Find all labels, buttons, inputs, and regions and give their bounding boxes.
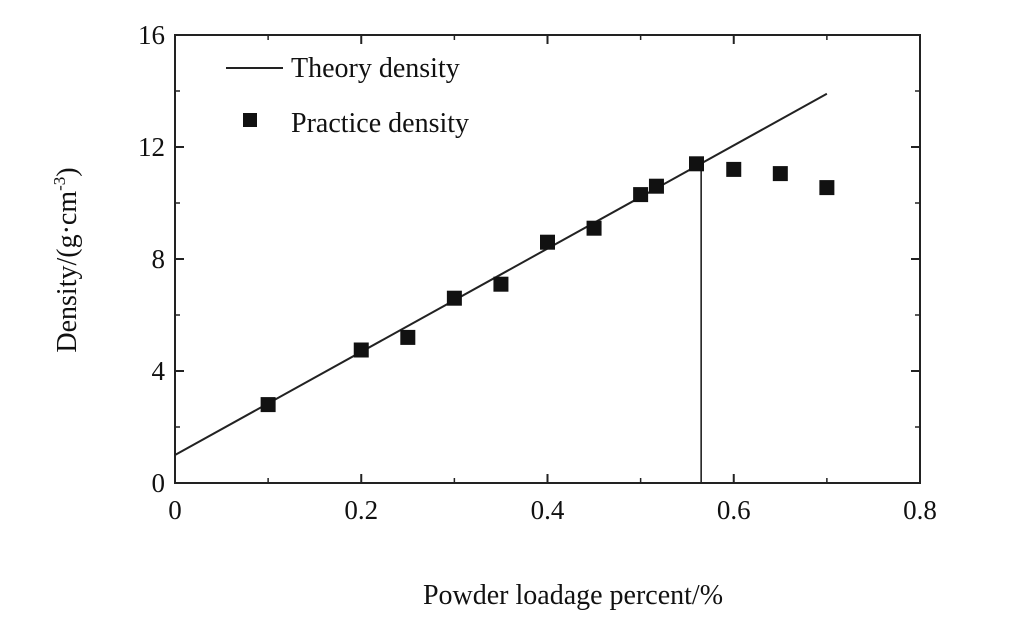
y-tick-label: 16 [138, 20, 165, 50]
y-axis-label-main: Density/(g·cm [52, 191, 83, 353]
practice-density-point [260, 397, 276, 413]
y-axis-label: Density/(g·cm-3) [50, 167, 83, 352]
x-tick-label: 0 [168, 495, 182, 525]
y-tick-label: 0 [152, 468, 166, 498]
legend-label-practice: Practice density [291, 108, 469, 139]
practice-density-point [689, 156, 704, 172]
practice-density-point [633, 187, 649, 203]
practice-density-point [819, 180, 835, 196]
x-tick-label: 0.8 [903, 495, 937, 525]
y-axis-label-close: ) [52, 167, 83, 176]
y-tick-label: 8 [152, 244, 166, 274]
plot-frame [174, 34, 921, 484]
x-tick-label: 0.2 [344, 495, 378, 525]
practice-density-point [772, 166, 788, 182]
practice-density-point [648, 178, 664, 194]
tick-labels: 0 0.2 0.4 0.6 0.8 0 4 8 12 16 [138, 20, 937, 525]
y-axis-label-sup: -3 [50, 177, 69, 191]
axes [174, 34, 921, 484]
tick-marks [174, 34, 921, 484]
legend-square-swatch [243, 113, 257, 127]
y-tick-label: 4 [152, 356, 166, 386]
practice-density-point [586, 220, 602, 236]
practice-density-point [726, 161, 742, 177]
series [174, 92, 835, 483]
practice-density-point [493, 276, 509, 292]
practice-density-point [353, 342, 369, 358]
practice-density-point [446, 290, 462, 306]
legend-label-theory: Theory density [291, 53, 460, 84]
theory-density-line [174, 92, 828, 456]
x-axis-label: Powder loadage percent/% [423, 580, 723, 611]
y-tick-label: 12 [138, 132, 165, 162]
legend: Theory density Practice density [226, 53, 469, 139]
practice-density-point [540, 234, 555, 250]
x-tick-label: 0.6 [717, 495, 751, 525]
practice-density-point [400, 329, 416, 345]
x-tick-label: 0.4 [531, 495, 565, 525]
